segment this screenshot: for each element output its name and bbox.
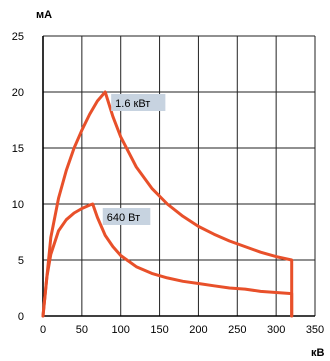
series-callouts: 1.6 кВт 640 Вт [102,94,166,225]
series-lines [41,90,294,318]
series-line-1 [41,202,294,318]
callout-label: 1.6 кВт [115,98,150,110]
callout-box [111,94,166,111]
x-tick-label: 100 [112,324,130,336]
callout-label: 640 Вт [107,212,140,224]
grid [43,35,316,316]
x-tick-label: 0 [40,324,46,336]
x-tick-label: 250 [228,324,246,336]
callout-box [102,208,151,225]
y-tick-label: 20 [12,87,24,99]
x-tick-label: 50 [76,324,88,336]
x-axis-unit: кВ [311,347,325,359]
y-axis-unit: мА [36,9,52,21]
x-tick-label: 150 [150,324,168,336]
x-tick-label: 300 [267,324,285,336]
x-tick-label: 200 [189,324,207,336]
x-tick-label: 350 [306,324,324,336]
series-line-0 [41,90,294,318]
y-tick-label: 25 [12,31,24,43]
axes [42,36,315,317]
tick-labels: 0 50 100 150 200 250 300 350 0 5 10 15 20 25 [12,31,324,336]
series-callout-1: 640 Вт [102,208,151,225]
y-tick-label: 5 [18,255,24,267]
series-callout-0: 1.6 кВт [111,94,166,111]
y-tick-label: 15 [12,143,24,155]
y-tick-label: 0 [18,311,24,323]
y-tick-label: 10 [12,199,24,211]
